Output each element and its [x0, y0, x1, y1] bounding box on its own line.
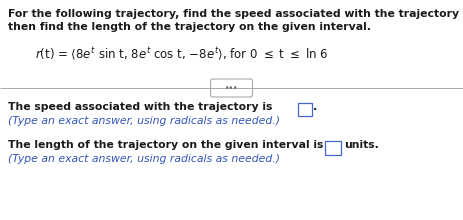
- Text: .: .: [313, 102, 317, 112]
- FancyBboxPatch shape: [211, 79, 252, 97]
- Text: (Type an exact answer, using radicals as needed.): (Type an exact answer, using radicals as…: [8, 154, 280, 164]
- FancyBboxPatch shape: [298, 103, 312, 116]
- Text: The speed associated with the trajectory is: The speed associated with the trajectory…: [8, 102, 272, 112]
- Text: The length of the trajectory on the given interval is: The length of the trajectory on the give…: [8, 140, 323, 150]
- Text: units.: units.: [344, 140, 379, 150]
- Text: (Type an exact answer, using radicals as needed.): (Type an exact answer, using radicals as…: [8, 116, 280, 126]
- Text: For the following trajectory, find the speed associated with the trajectory and: For the following trajectory, find the s…: [8, 9, 463, 19]
- FancyBboxPatch shape: [325, 141, 341, 155]
- Text: then find the length of the trajectory on the given interval.: then find the length of the trajectory o…: [8, 22, 371, 32]
- Text: $r$(t) = $\langle 8e^t$ sin t, $8e^t$ cos t, $-8e^t\rangle$, for 0 $\leq$ t $\le: $r$(t) = $\langle 8e^t$ sin t, $8e^t$ co…: [35, 45, 329, 62]
- Text: •••: •••: [225, 84, 238, 92]
